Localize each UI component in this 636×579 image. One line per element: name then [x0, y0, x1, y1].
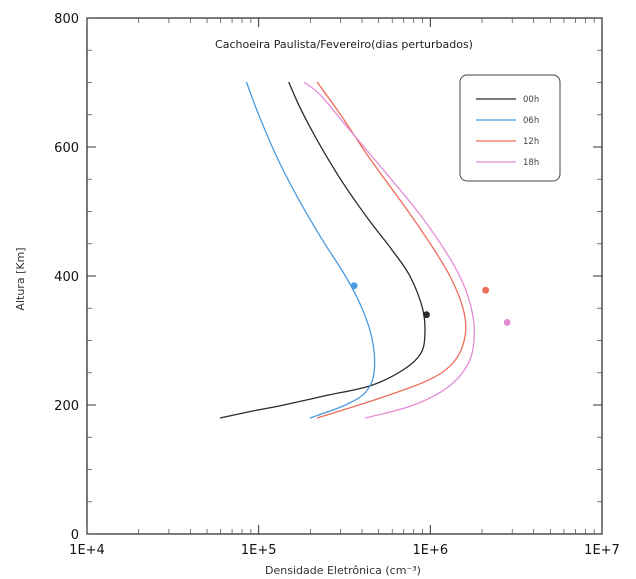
y-tick-label: 600	[54, 141, 79, 156]
y-tick-label: 0	[71, 528, 79, 543]
y-tick-label: 400	[54, 270, 79, 285]
legend-label-06h: 06h	[523, 116, 539, 126]
minor-ticks	[87, 18, 602, 534]
series-line-00h	[219, 81, 426, 419]
peak-marker-18h	[503, 319, 511, 326]
legend-items: 00h 06h 12h 18h	[476, 95, 539, 168]
y-tick-labels: 0 200 400 600 800	[54, 12, 79, 543]
x-tick-labels: 1E+4 1E+5 1E+6 1E+7	[69, 543, 620, 558]
x-tick-label: 1E+6	[413, 543, 449, 558]
series-lines	[219, 81, 475, 419]
legend-box	[459, 74, 561, 182]
y-tick-label: 800	[54, 12, 79, 27]
peak-markers	[350, 282, 511, 326]
legend: 00h 06h 12h 18h	[459, 74, 561, 182]
series-line-06h	[245, 81, 376, 419]
series-line-18h	[303, 81, 475, 419]
x-tick-label: 1E+5	[241, 543, 277, 558]
peak-marker-00h	[423, 311, 430, 319]
legend-label-12h: 12h	[523, 137, 539, 147]
legend-label-00h: 00h	[523, 95, 539, 105]
y-tick-label: 200	[54, 399, 79, 414]
major-ticks	[86, 17, 603, 535]
peak-marker-12h	[482, 286, 490, 294]
x-tick-label: 1E+4	[69, 543, 105, 558]
chart-title: Cachoeira Paulista/Fevereiro(dias pertur…	[215, 38, 473, 51]
x-tick-label: 1E+7	[584, 543, 620, 558]
y-axis-label: Altura [Km]	[14, 247, 27, 310]
x-axis-label: Densidade Eletrônica (cm⁻³)	[265, 564, 421, 577]
series-line-12h	[316, 81, 467, 419]
peak-marker-06h	[350, 282, 358, 290]
legend-label-18h: 18h	[523, 158, 539, 168]
